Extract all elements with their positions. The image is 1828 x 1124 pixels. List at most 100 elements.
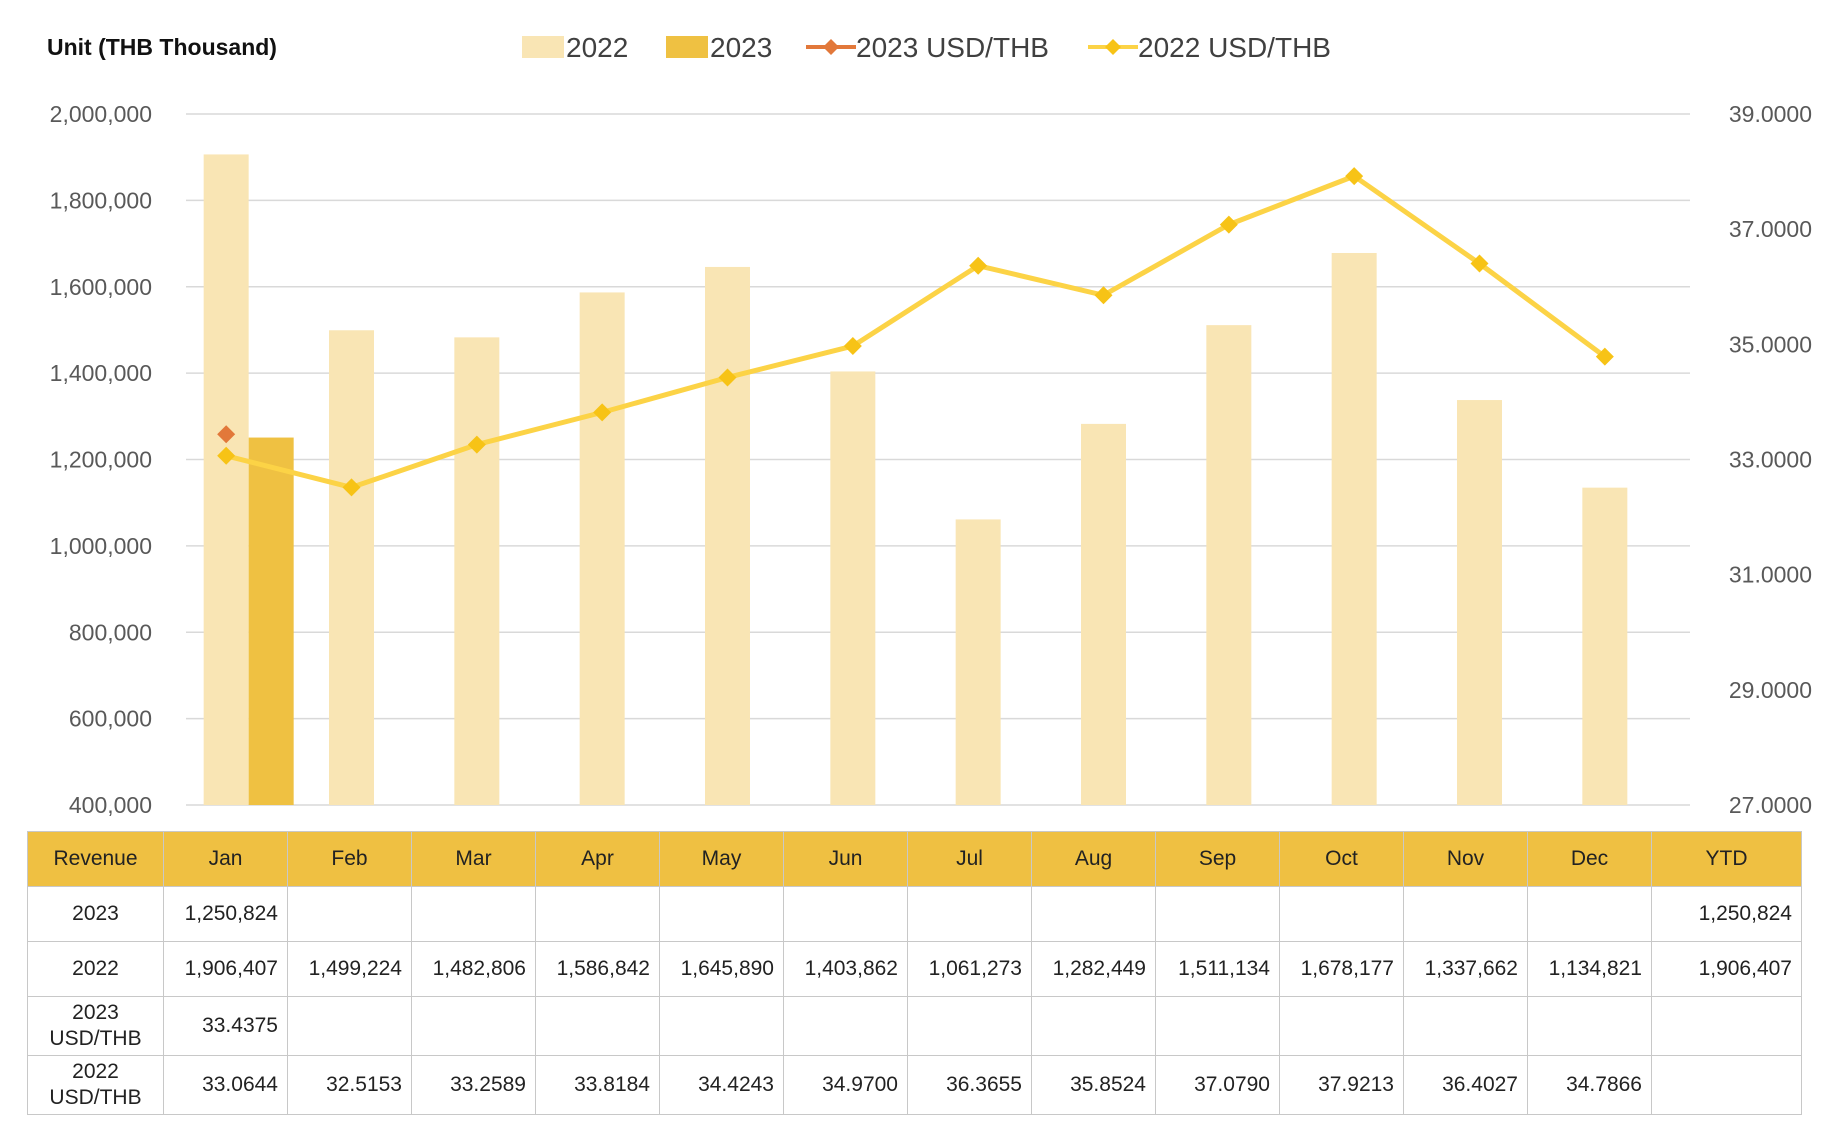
table-cell: [287, 996, 412, 1056]
table-cell: 1,282,449: [1031, 941, 1156, 997]
table-cell: [1651, 1055, 1802, 1115]
legend-swatch-2023: [666, 36, 708, 58]
right-y-tick-label: 37.0000: [1729, 216, 1812, 242]
left-y-tick-label: 1,800,000: [50, 187, 152, 213]
table-cell: 1,499,224: [287, 941, 412, 997]
marker-2022-usd-thb-jun: [843, 337, 862, 356]
table-cell: [1527, 996, 1652, 1056]
unit-label: Unit (THB Thousand): [47, 34, 277, 60]
table-cell: 1,250,824: [1651, 886, 1802, 942]
right-y-tick-label: 33.0000: [1729, 447, 1812, 473]
right-y-tick-label: 27.0000: [1729, 792, 1812, 818]
left-y-tick-label: 1,000,000: [50, 533, 152, 559]
table-cell: 37.0790: [1155, 1055, 1280, 1115]
legend-swatch-2022: [522, 36, 564, 58]
table-row-label: 2022: [27, 941, 164, 997]
table-row: 2023 USD/THB 33.4375: [27, 996, 1802, 1056]
bar-2022-may: [705, 266, 750, 805]
table-row-label: 2023 USD/THB: [27, 996, 164, 1056]
chart-legend: 2022 2023 2023 USD/THB 2022 USD/THB: [522, 32, 1331, 63]
table-cell: [1155, 996, 1280, 1056]
table-cell: [1279, 996, 1404, 1056]
bar-2022-nov: [1457, 400, 1502, 805]
line-series: [217, 167, 1614, 497]
table-header-cell: Feb: [287, 831, 412, 887]
table-row-label: 2022 USD/THB: [27, 1055, 164, 1115]
table-cell: [1155, 886, 1280, 942]
table-cell: 1,906,407: [1651, 941, 1802, 997]
table-header-cell: Sep: [1155, 831, 1280, 887]
table-cell: [1031, 996, 1156, 1056]
table-cell: [411, 886, 536, 942]
table-header-cell: Jun: [783, 831, 908, 887]
marker-2022-usd-thb-aug: [1094, 286, 1113, 305]
table-cell: 33.2589: [411, 1055, 536, 1115]
left-y-axis: 400,000 600,000 800,000 1,000,000 1,200,000 1…: [50, 101, 152, 818]
right-y-tick-label: 29.0000: [1729, 677, 1812, 703]
marker-2022-usd-thb-sep: [1219, 215, 1238, 234]
table-cell: 1,906,407: [163, 941, 288, 997]
table-cell: 33.8184: [535, 1055, 660, 1115]
table-cell: 36.4027: [1403, 1055, 1528, 1115]
table-cell: [907, 996, 1032, 1056]
table-header-cell: Dec: [1527, 831, 1652, 887]
legend-label: 2022 USD/THB: [1138, 32, 1331, 63]
table-cell: 34.7866: [1527, 1055, 1652, 1115]
table-cell: [287, 886, 412, 942]
marker-2022-usd-thb-feb: [342, 478, 361, 497]
table-cell: 32.5153: [287, 1055, 412, 1115]
bar-2022-jul: [955, 519, 1001, 805]
legend-marker: [823, 39, 839, 55]
bar-2022-apr: [579, 292, 625, 805]
table-cell: [1403, 996, 1528, 1056]
table-header-cell: Aug: [1031, 831, 1156, 887]
table-cell: 1,061,273: [907, 941, 1032, 997]
left-y-tick-label: 2,000,000: [50, 101, 152, 127]
table-cell: 34.4243: [659, 1055, 784, 1115]
left-y-tick-label: 1,600,000: [50, 274, 152, 300]
table-cell: [907, 886, 1032, 942]
table-row: 2023 1,250,824 1,250,824: [27, 886, 1802, 942]
marker-2023-usd-thb-jan: [217, 425, 236, 444]
table-row: 2022 1,906,407 1,499,224 1,482,806 1,586,842…: [27, 941, 1802, 997]
table-header-cell: Revenue: [27, 831, 164, 887]
marker-2022-usd-thb-may: [718, 368, 737, 387]
table-cell: 35.8524: [1031, 1055, 1156, 1115]
table-cell: 1,337,662: [1403, 941, 1528, 997]
table-cell: [535, 996, 660, 1056]
table-header-cell: Jul: [907, 831, 1032, 887]
table-cell: [1403, 886, 1528, 942]
table-header-cell: Jan: [163, 831, 288, 887]
marker-2022-usd-thb-oct: [1345, 167, 1364, 186]
table-cell: [535, 886, 660, 942]
table-cell: 1,250,824: [163, 886, 288, 942]
table-cell: 1,134,821: [1527, 941, 1652, 997]
table-header-cell: Mar: [411, 831, 536, 887]
legend-label: 2022: [566, 32, 628, 63]
marker-2022-usd-thb-jan: [217, 446, 236, 465]
bar-2022-aug: [1081, 423, 1126, 805]
right-y-tick-label: 31.0000: [1729, 562, 1812, 588]
legend-label: 2023: [710, 32, 772, 63]
table-header-cell: Nov: [1403, 831, 1528, 887]
table-cell: [783, 886, 908, 942]
left-y-tick-label: 400,000: [69, 792, 152, 818]
bar-series: [203, 154, 1628, 805]
left-y-tick-label: 800,000: [69, 619, 152, 645]
table-cell: 36.3655: [907, 1055, 1032, 1115]
table-header-row: Revenue Jan Feb Mar Apr May Jun Jul Aug Sep Oct Nov…: [27, 831, 1802, 887]
table-cell: [659, 996, 784, 1056]
table-cell: 1,482,806: [411, 941, 536, 997]
table-cell: 1,511,134: [1155, 941, 1280, 997]
left-y-tick-label: 1,200,000: [50, 447, 152, 473]
table-header-cell: Apr: [535, 831, 660, 887]
bar-2022-jan: [203, 154, 249, 805]
table-cell: [1031, 886, 1156, 942]
bar-2022-mar: [454, 337, 500, 805]
revenue-chart: Unit (THB Thousand) 2022 2023 2023 USD/THB…: [47, 32, 1812, 818]
right-y-axis: 27.0000 29.0000 31.0000 33.0000 35.0000 37.00…: [1729, 101, 1812, 818]
table-cell: 1,645,890: [659, 941, 784, 997]
revenue-data-table: Revenue Jan Feb Mar Apr May Jun Jul Aug Sep Oct Nov…: [27, 831, 1802, 1115]
table-cell: 33.0644: [163, 1055, 288, 1115]
marker-2022-usd-thb-nov: [1470, 254, 1489, 273]
